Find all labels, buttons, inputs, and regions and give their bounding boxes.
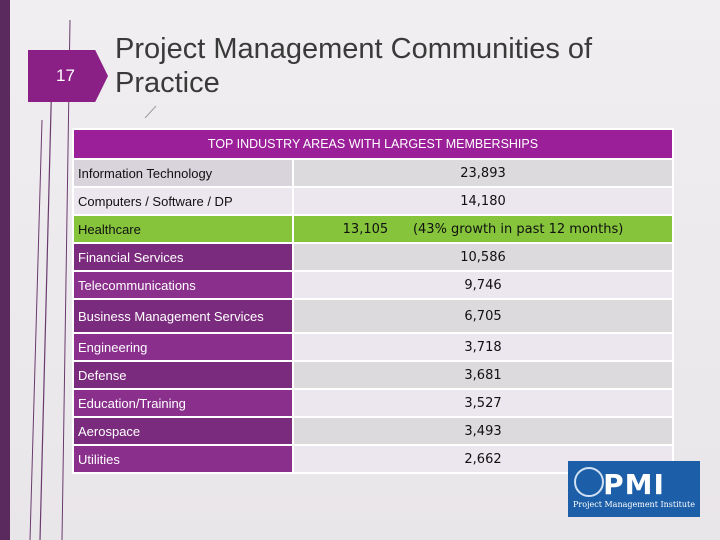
row-value: 9,746 xyxy=(292,270,674,300)
membership-table: TOP INDUSTRY AREAS WITH LARGEST MEMBERSH… xyxy=(72,128,674,474)
row-label: Telecommunications xyxy=(72,270,294,300)
table-row: Computers / Software / DP 14,180 xyxy=(72,186,674,216)
table-row: Business Management Services 6,705 xyxy=(72,298,674,334)
table-header-row: TOP INDUSTRY AREAS WITH LARGEST MEMBERSH… xyxy=(72,128,674,160)
row-value: 10,586 xyxy=(292,242,674,272)
table-header: TOP INDUSTRY AREAS WITH LARGEST MEMBERSH… xyxy=(72,128,674,160)
logo-text: PMI xyxy=(603,467,665,501)
table-row: Financial Services 10,586 xyxy=(72,242,674,272)
row-value: 23,893 xyxy=(292,158,674,188)
row-label: Engineering xyxy=(72,332,294,362)
logo-subtitle: Project Management Institute xyxy=(573,499,695,509)
row-value: 3,718 xyxy=(292,332,674,362)
row-label: Healthcare xyxy=(72,214,294,244)
row-value: 3,527 xyxy=(292,388,674,418)
row-value: 3,493 xyxy=(292,416,674,446)
row-note: (43% growth in past 12 months) xyxy=(412,221,624,237)
row-value: 14,180 xyxy=(292,186,674,216)
row-label: Business Management Services xyxy=(72,298,294,334)
table-row: Information Technology 23,893 xyxy=(72,158,674,188)
slide-title: Project Management Communities of Practi… xyxy=(115,33,593,99)
table-row: Engineering 3,718 xyxy=(72,332,674,362)
slide-number-badge: 17 xyxy=(28,50,108,102)
row-label: Computers / Software / DP xyxy=(72,186,294,216)
table-row: Aerospace 3,493 xyxy=(72,416,674,446)
row-label: Aerospace xyxy=(72,416,294,446)
slide-number: 17 xyxy=(56,66,75,85)
row-label: Information Technology xyxy=(72,158,294,188)
globe-icon xyxy=(574,467,604,497)
pmi-logo: PMI Project Management Institute xyxy=(568,461,700,517)
table-row: Telecommunications 9,746 xyxy=(72,270,674,300)
table-row: Education/Training 3,527 xyxy=(72,388,674,418)
row-label: Defense xyxy=(72,360,294,390)
table-row-highlight: Healthcare 13,105 (43% growth in past 12… xyxy=(72,214,674,244)
row-value: 13,105 xyxy=(342,221,389,237)
row-label: Education/Training xyxy=(72,388,294,418)
row-label: Financial Services xyxy=(72,242,294,272)
row-value: 6,705 xyxy=(292,298,674,334)
row-value: 3,681 xyxy=(292,360,674,390)
row-label: Utilities xyxy=(72,444,294,474)
table-row: Defense 3,681 xyxy=(72,360,674,390)
row-value-cell: 13,105 (43% growth in past 12 months) xyxy=(292,214,674,244)
sidebar-bar xyxy=(0,0,10,540)
